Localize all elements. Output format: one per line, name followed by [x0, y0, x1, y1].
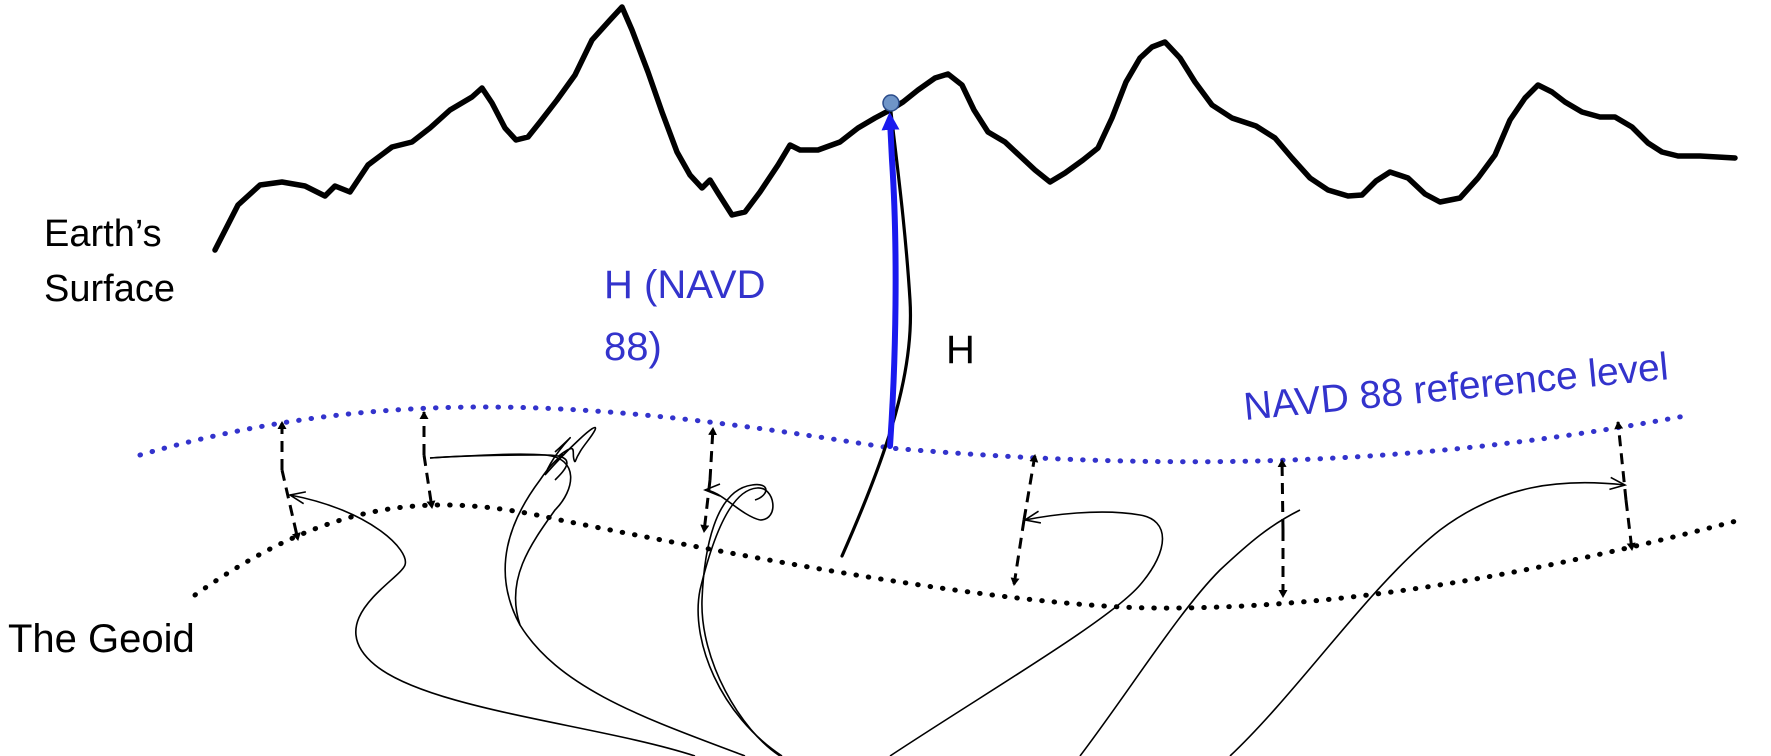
separation-arrow-4	[1022, 454, 1039, 521]
separation-arrow-3	[708, 427, 718, 481]
navd88-reference-line	[137, 404, 1693, 465]
separation-arrows	[277, 411, 1636, 598]
annotation-curve-3	[701, 483, 781, 756]
annotation-curves	[290, 426, 1625, 756]
annotation-curve-5	[1079, 509, 1301, 756]
annotation-curve-3b	[698, 488, 783, 756]
geoid-line	[192, 502, 1743, 611]
earth-surface-label-line2: Surface	[44, 268, 175, 310]
earth-surface-line	[212, 4, 1738, 253]
orthometric-height-curve	[840, 101, 913, 558]
h-navd88-label-line1: H (NAVD	[604, 263, 765, 307]
surface-point	[882, 94, 900, 112]
navd88-reference-label: NAVD 88 reference level	[1242, 345, 1670, 429]
annotation-curve-2b	[429, 453, 572, 626]
separation-arrow-1b	[280, 469, 301, 541]
separation-arrow-2b	[422, 454, 436, 509]
separation-arrow-6	[1614, 421, 1628, 501]
annotation-curve-2	[429, 426, 746, 756]
orthometric-h-label: H	[946, 328, 975, 372]
separation-arrow-3b	[700, 479, 712, 533]
separation-arrow-6b	[1624, 499, 1636, 551]
navd88-height-arrow	[881, 112, 900, 449]
separation-arrow-4b	[1010, 519, 1026, 586]
separation-arrow-5	[1277, 459, 1287, 531]
h-navd88-label-line2: 88)	[604, 325, 662, 369]
annotation-curve-1	[290, 495, 696, 756]
annotation-curve-6	[1229, 483, 1625, 756]
earth-surface-label-line1: Earth’s	[44, 213, 162, 255]
geoid-label: The Geoid	[8, 617, 195, 661]
annotation-curve-4	[889, 512, 1164, 756]
